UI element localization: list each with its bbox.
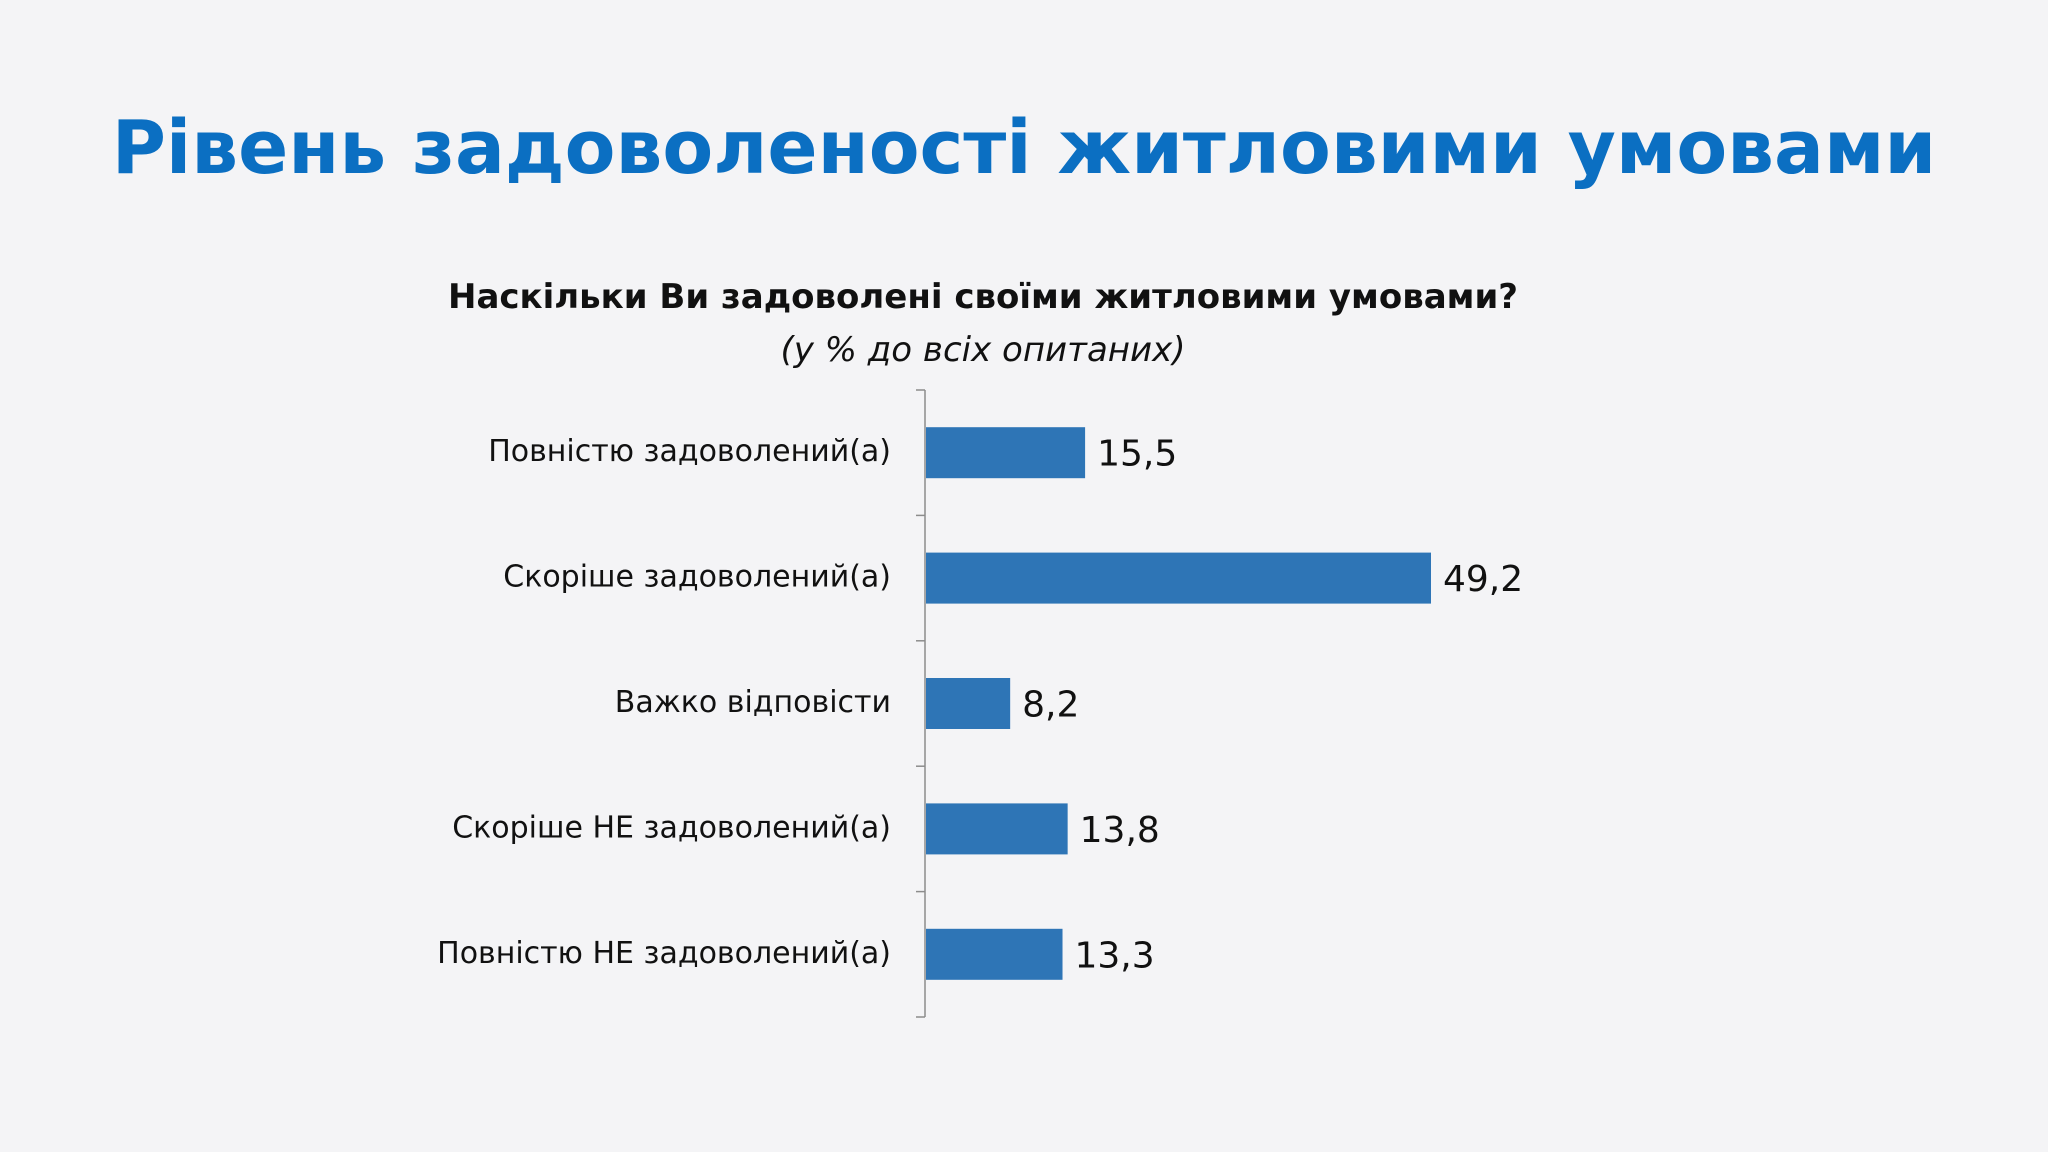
bar xyxy=(926,552,1431,604)
bar xyxy=(926,803,1068,855)
bar xyxy=(926,427,1086,479)
data-label: 15,5 xyxy=(1097,434,1177,475)
category-label: Повністю задоволений(а) xyxy=(488,434,891,469)
data-label: 13,8 xyxy=(1080,810,1160,851)
category-label: Скоріше задоволений(а) xyxy=(503,560,891,595)
chart-title: Наскільки Ви задоволені своїми житловими… xyxy=(448,277,1518,317)
slide-title: Рівень задоволеності житловими умовами xyxy=(111,105,1937,191)
category-label: Важко відповісти xyxy=(615,685,891,720)
data-label: 13,3 xyxy=(1075,935,1155,976)
bar xyxy=(926,928,1063,980)
chart-subtitle: (у % до всіх опитаних) xyxy=(780,330,1186,370)
category-label: Скоріше НЕ задоволений(а) xyxy=(452,810,891,845)
data-label: 8,2 xyxy=(1022,685,1079,726)
data-label: 49,2 xyxy=(1443,559,1523,600)
category-label: Повністю НЕ задоволений(а) xyxy=(437,936,891,971)
bar xyxy=(926,678,1011,729)
